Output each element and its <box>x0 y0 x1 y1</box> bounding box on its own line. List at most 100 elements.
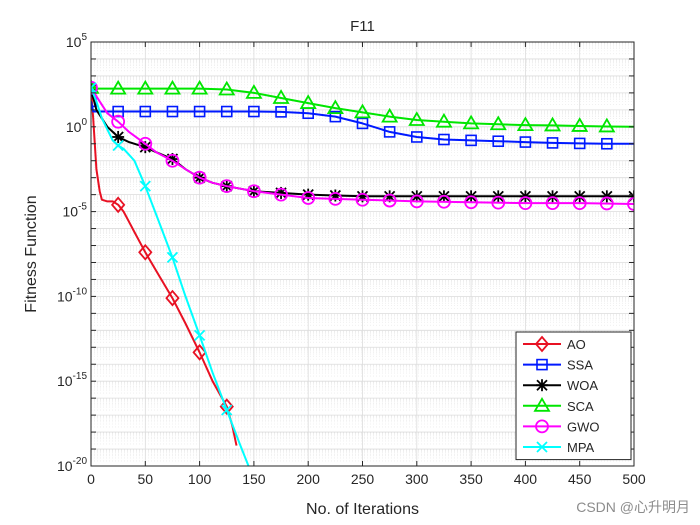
series-line-mpa <box>91 87 250 466</box>
x-tick-label: 50 <box>138 471 154 487</box>
marker-stroke <box>193 329 206 342</box>
data-point-sca <box>326 99 344 115</box>
data-point-gwo <box>138 136 153 151</box>
data-point-sca <box>245 84 263 99</box>
marker-stroke <box>139 180 151 192</box>
watermark-text: CSDN @心升明月 <box>576 499 690 515</box>
y-tick-label: 10-20 <box>57 456 87 474</box>
legend-item-sca[interactable]: SCA <box>523 397 594 414</box>
data-point-ssa <box>248 105 260 118</box>
data-point-ssa <box>465 134 477 147</box>
data-point-gwo <box>518 196 533 211</box>
data-point-ssa <box>383 126 396 138</box>
data-point-sca <box>299 94 317 109</box>
legend-marker-ssa <box>536 358 548 371</box>
data-point-mpa <box>166 251 179 264</box>
data-point-gwo <box>165 153 180 168</box>
data-point-sca <box>91 79 100 94</box>
x-axis-label: No. of Iterations <box>306 501 419 518</box>
x-tick-label: 350 <box>459 471 483 487</box>
legend-item-gwo[interactable]: GWO <box>523 419 600 434</box>
marker-stroke <box>628 190 634 198</box>
y-tick-label: 100 <box>66 117 88 135</box>
data-point-gwo <box>91 80 98 95</box>
data-point-ssa <box>139 105 152 118</box>
legend-marker-ao <box>534 335 550 353</box>
data-point-mpa <box>193 329 206 342</box>
data-point-sca <box>272 89 290 104</box>
legend-item-mpa[interactable]: MPA <box>523 440 595 455</box>
data-point-sca <box>109 79 127 95</box>
data-point-sca <box>543 116 562 132</box>
data-point-ssa <box>356 117 369 130</box>
legend-label-woa: WOA <box>567 378 598 393</box>
data-point-sca <box>163 79 182 95</box>
x-tick-label: 500 <box>622 471 646 487</box>
legend[interactable]: AO SSA WOA SCA GWO MPA <box>515 331 632 461</box>
legend-label-ao: AO <box>567 337 586 352</box>
data-point-mpa <box>112 139 124 152</box>
x-tick-label: 200 <box>297 471 321 487</box>
data-point-ao <box>110 196 126 214</box>
marker-stroke <box>166 251 179 264</box>
data-point-mpa <box>139 180 151 192</box>
legend-marker-gwo <box>535 419 549 434</box>
data-point-gwo <box>491 195 506 210</box>
legend-marker-woa <box>536 379 548 392</box>
y-tick-label: 105 <box>66 32 88 50</box>
data-point-sca <box>353 103 372 119</box>
data-point-ssa <box>329 110 342 123</box>
data-point-ssa <box>275 106 287 118</box>
data-point-ssa <box>438 133 450 146</box>
x-tick-label: 450 <box>568 471 592 487</box>
legend-item-woa[interactable]: WOA <box>523 378 598 393</box>
data-point-gwo <box>219 179 234 194</box>
x-tick-label: 150 <box>242 471 266 487</box>
data-point-sca <box>381 107 399 123</box>
legend-marker-sca <box>533 397 551 412</box>
data-point-ao <box>138 243 153 261</box>
chart-title: F11 <box>350 18 375 35</box>
data-point-gwo <box>627 197 634 211</box>
x-tick-label: 100 <box>188 471 212 487</box>
data-point-mpa <box>91 82 97 94</box>
x-tick-label: 0 <box>87 471 95 487</box>
data-point-sca <box>191 79 209 95</box>
data-point-mpa <box>221 404 233 416</box>
data-point-ssa <box>519 136 532 148</box>
plot-area: 0 50 100 150 200 250 300 350 400 450 500 105 100 10-5… <box>57 32 646 487</box>
data-point-sca <box>218 80 236 96</box>
data-point-sca <box>598 117 616 133</box>
data-point-ao <box>219 398 234 416</box>
data-point-gwo <box>599 196 614 211</box>
legend-items: AO SSA WOA SCA GWO MPA <box>523 335 600 455</box>
data-point-ao <box>192 343 207 361</box>
data-point-sca <box>136 79 154 95</box>
data-point-sca <box>516 116 534 132</box>
data-point-sca <box>489 115 507 131</box>
series-line-ssa <box>91 101 634 145</box>
y-tick-label: 10-15 <box>57 371 87 389</box>
legend-item-ssa[interactable]: SSA <box>523 358 593 373</box>
data-point-gwo <box>274 187 288 202</box>
data-point-gwo <box>382 193 397 208</box>
data-point-gwo <box>328 191 343 206</box>
series-ssa <box>91 95 634 150</box>
data-point-gwo <box>464 195 479 210</box>
data-point-sca <box>571 117 589 132</box>
legend-label-ssa: SSA <box>567 358 593 373</box>
series-line-sca <box>91 86 634 128</box>
data-point-gwo <box>355 192 370 207</box>
marker-stroke <box>536 441 548 453</box>
legend-label-mpa: MPA <box>567 440 595 455</box>
series-sca <box>91 79 634 133</box>
data-point-ssa <box>193 105 206 118</box>
legend-marker-mpa <box>536 441 548 453</box>
marker-stroke <box>221 404 233 416</box>
data-point-gwo <box>572 196 587 211</box>
series-line-gwo <box>91 87 634 205</box>
legend-item-ao[interactable]: AO <box>523 335 586 353</box>
minor-grid <box>91 42 634 462</box>
ticks-layer: 0 50 100 150 200 250 300 350 400 450 500 105 100 10-5… <box>57 32 646 487</box>
